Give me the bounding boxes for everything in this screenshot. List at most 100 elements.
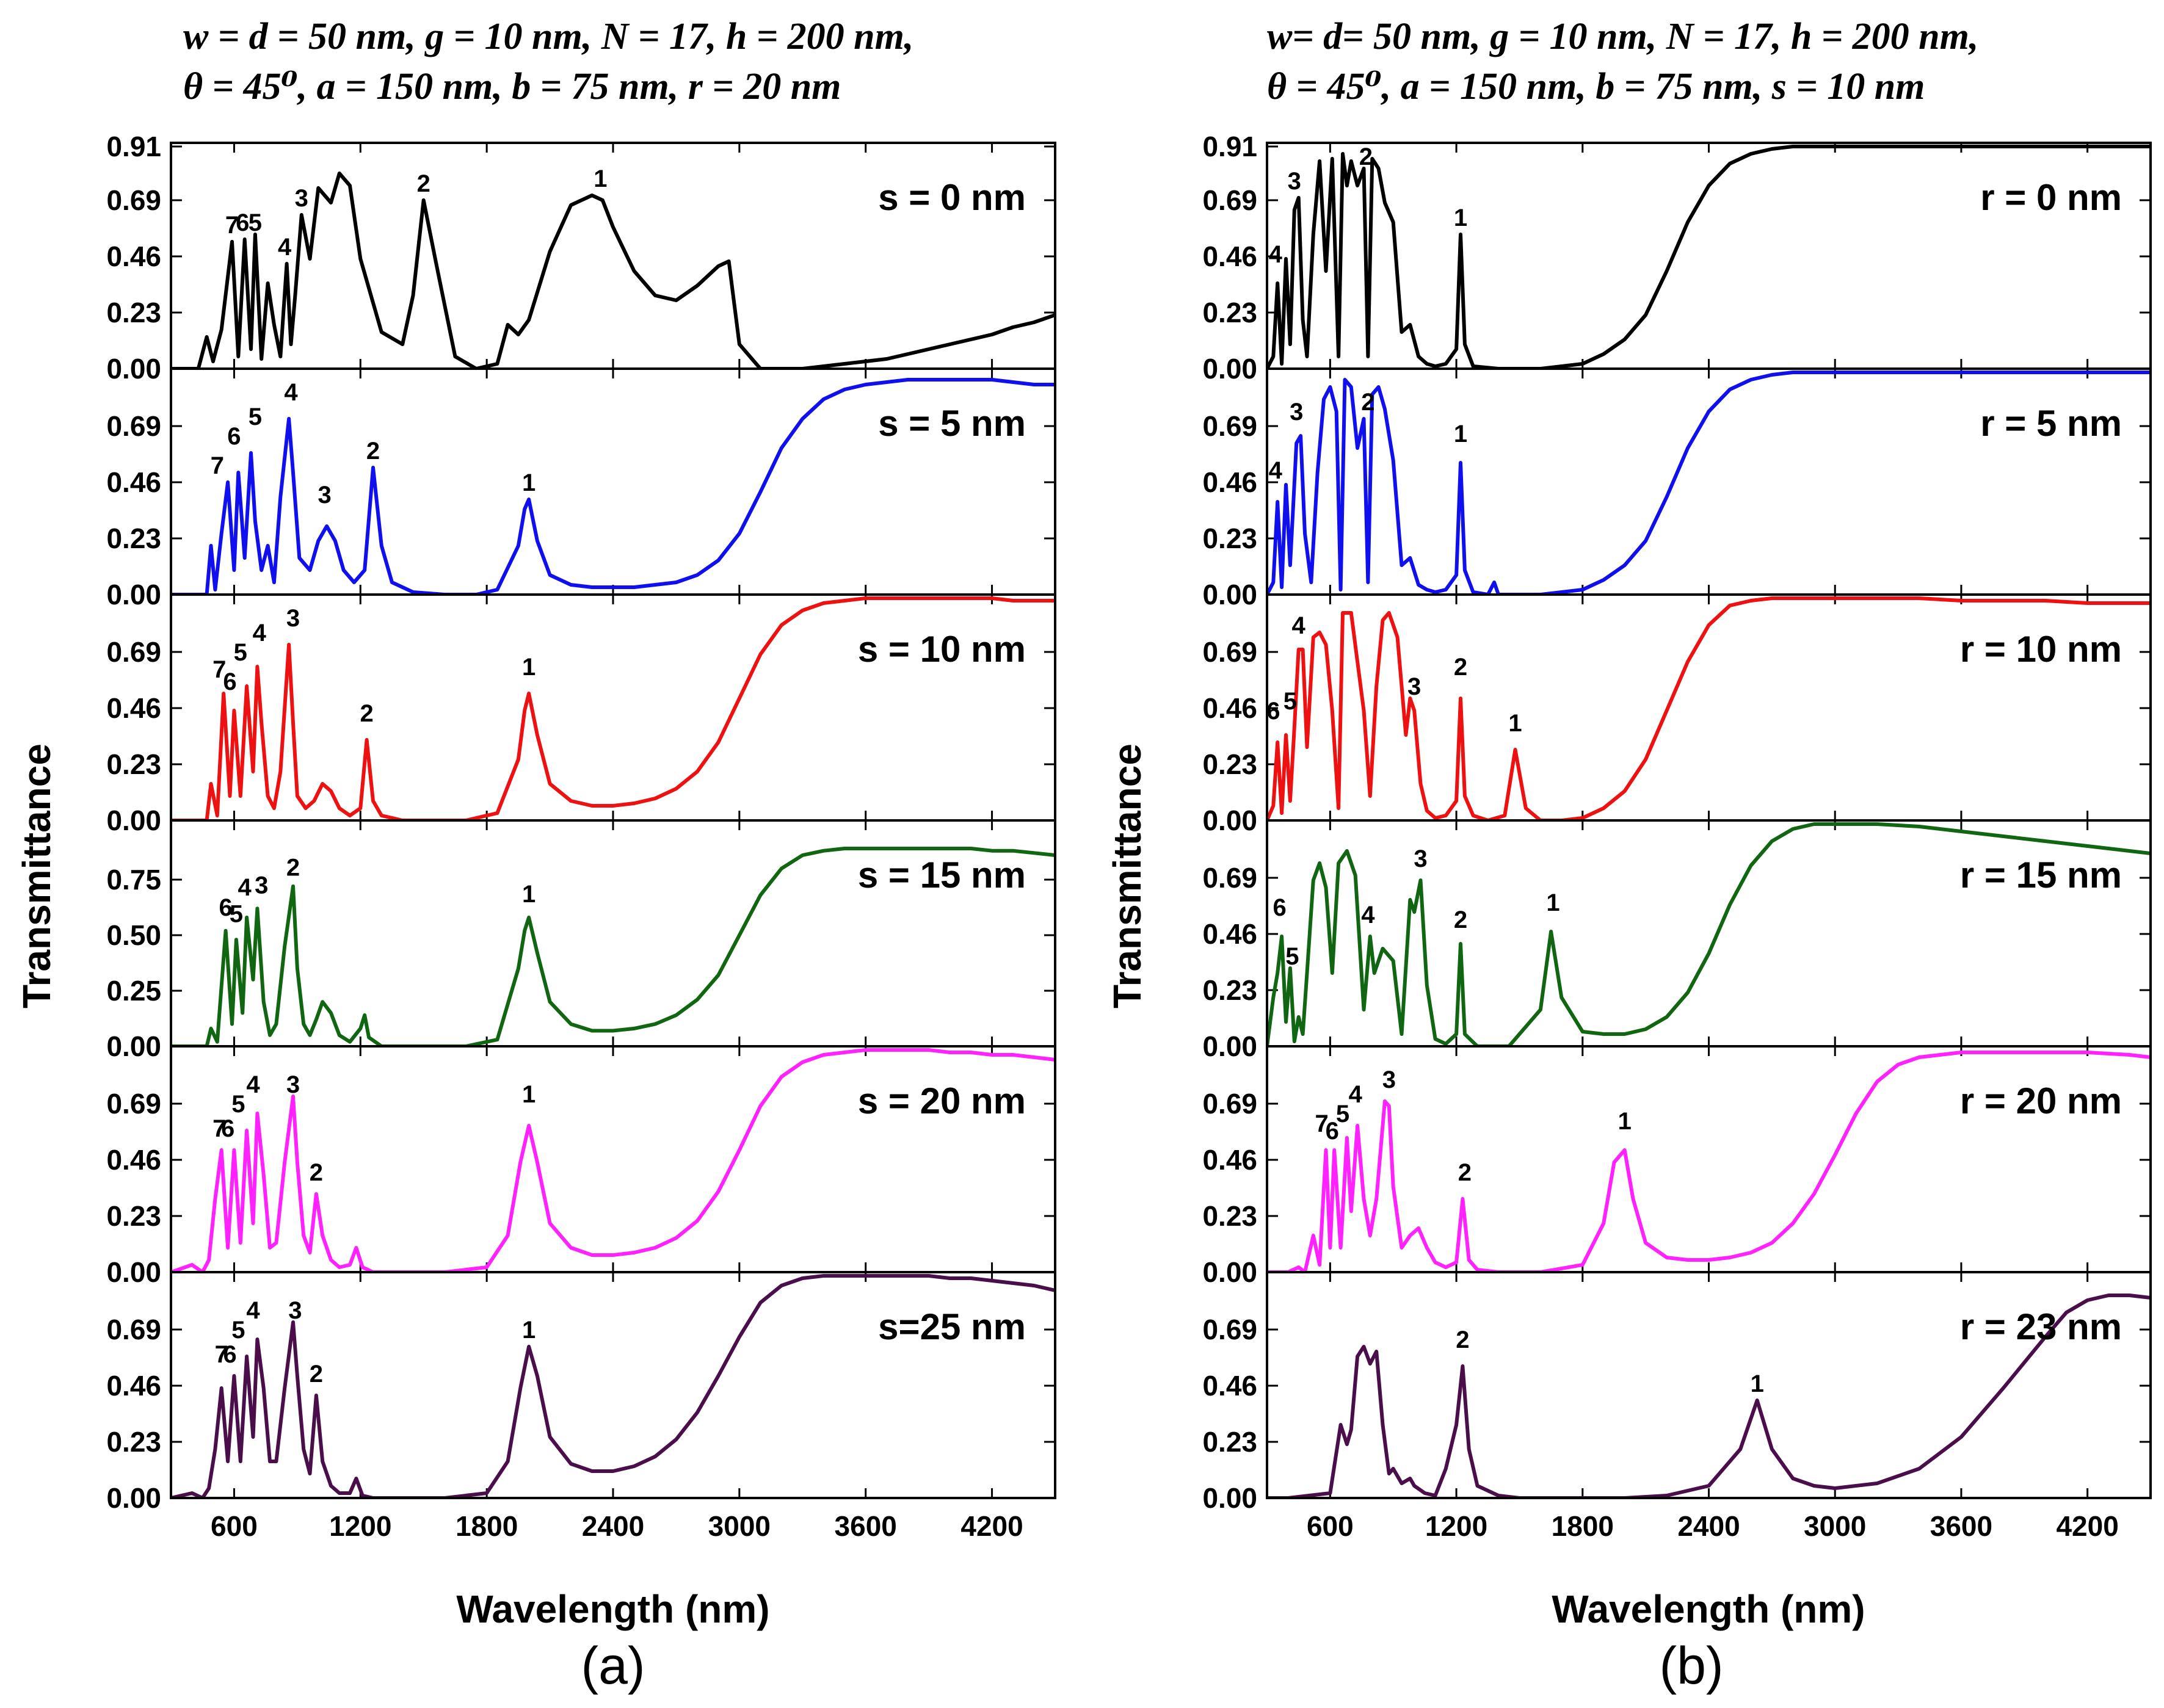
panel-b: w= d= 50 nm, g = 10 nm, N = 17, h = 200 … (1105, 16, 2152, 1695)
y-tick-label: 0.00 (1202, 1030, 1257, 1062)
peak-label: 6 (223, 668, 236, 695)
subplot: 0.00 0.23 0.46 0.69 6 5 4 3 2 1 r = 15 nm (1202, 819, 2152, 1062)
peak-label: 1 (522, 654, 536, 681)
peak-label: 2 (286, 854, 300, 881)
peak-label: 5 (231, 1091, 245, 1118)
y-tick-label: 0.69 (1202, 862, 1257, 894)
x-tick-label: 3000 (708, 1510, 771, 1542)
y-tick-label: 0.46 (106, 241, 161, 272)
series-line (1267, 371, 2151, 595)
y-tick-label: 0.46 (106, 1144, 161, 1176)
peak-label: 2 (1458, 1159, 1472, 1186)
series-line (1267, 145, 2151, 369)
y-tick-label: 0.00 (1202, 579, 1257, 610)
y-tick-label: 0.23 (106, 523, 161, 554)
x-axis-label: Wavelength (nm) (456, 1587, 769, 1631)
peak-label: 7 (225, 212, 239, 239)
peak-label: 4 (1349, 1081, 1363, 1108)
subplot-label: s = 10 nm (858, 629, 1026, 670)
series-line (171, 847, 1055, 1046)
subplot-label: r = 20 nm (1960, 1080, 2122, 1121)
y-tick-label: 0.69 (1202, 1314, 1257, 1345)
y-tick-label: 0.69 (106, 1088, 161, 1120)
peak-label: 3 (1288, 168, 1301, 195)
peak-label: 3 (288, 1297, 302, 1324)
peak-label: 6 (221, 1115, 234, 1142)
y-tick-label: 0.23 (106, 1200, 161, 1232)
x-tick-label: 4200 (960, 1510, 1023, 1542)
y-tick-label: 0.69 (106, 1314, 161, 1345)
x-tick-label: 2400 (1677, 1510, 1740, 1542)
panel-header-line: θ = 45⁰, a = 150 nm, b = 75 nm, s = 10 n… (1267, 66, 1925, 107)
peak-label: 1 (522, 881, 536, 908)
peak-label: 5 (234, 639, 247, 666)
subplot-frame (170, 1271, 1056, 1499)
peak-label: 6 (227, 423, 241, 450)
y-tick-label: 0.00 (1202, 1256, 1257, 1288)
subplot: 0.00 0.23 0.46 0.69 2 1 r = 23 nm (1202, 1271, 2152, 1514)
peak-label: 3 (1414, 845, 1427, 872)
y-tick-label: 0.23 (1202, 974, 1257, 1006)
subplot-label: s=25 nm (878, 1306, 1026, 1347)
subplot-frame (1266, 1271, 2152, 1499)
peak-label: 1 (1546, 889, 1559, 916)
y-tick-label: 0.46 (106, 1370, 161, 1402)
peak-label: 4 (1269, 241, 1283, 268)
peak-label: 1 (522, 1081, 536, 1108)
peak-label: 4 (246, 1071, 260, 1098)
peak-label: 7 (211, 452, 224, 479)
peak-label: 4 (1361, 902, 1375, 928)
series-line (171, 172, 1055, 369)
y-tick-label: 0.23 (1202, 523, 1257, 554)
peak-label: 7 (1315, 1110, 1328, 1137)
panel-label: (a) (581, 1637, 645, 1695)
peak-label: 3 (1407, 673, 1421, 700)
peak-label: 1 (1454, 204, 1467, 231)
y-tick-label: 0.69 (106, 184, 161, 216)
peak-label: 5 (231, 1317, 245, 1344)
peak-label: 5 (249, 403, 262, 430)
peak-label: 2 (417, 170, 430, 197)
y-tick-label: 0.46 (1202, 241, 1257, 272)
peak-label: 2 (310, 1159, 323, 1186)
panel-header-line: w = d = 50 nm, g = 10 nm, N = 17, h = 20… (183, 16, 913, 57)
y-axis-label: Transmittance (1105, 744, 1149, 1008)
y-tick-label: 0.00 (106, 1256, 161, 1288)
peak-label: 4 (238, 874, 252, 901)
subplot-label: s = 5 nm (878, 403, 1026, 444)
y-axis-label: Transmittance (15, 744, 59, 1008)
x-tick-label: 3600 (835, 1510, 897, 1542)
y-tick-label: 0.46 (1202, 1370, 1257, 1402)
series-line (1267, 822, 2151, 1046)
y-tick-label: 0.23 (1202, 297, 1257, 328)
y-tick-label: 0.00 (106, 579, 161, 610)
peak-label: 2 (366, 438, 380, 465)
peak-label: 4 (284, 379, 298, 406)
peak-label: 3 (286, 605, 300, 632)
subplot-label: s = 15 nm (858, 855, 1026, 896)
subplot-label: r = 0 nm (1980, 177, 2122, 218)
subplot: 0.00 0.23 0.46 0.69 0.91 4 3 2 1 r = 0 nm (1202, 131, 2152, 385)
y-tick-label: 0.69 (1202, 636, 1257, 668)
peak-label: 5 (230, 901, 243, 928)
peak-label: 4 (1269, 457, 1283, 484)
x-tick-label: 1200 (329, 1510, 391, 1542)
y-tick-label: 0.23 (1202, 748, 1257, 780)
peak-label: 1 (1751, 1370, 1764, 1397)
subplot-label: s = 0 nm (878, 177, 1026, 218)
peak-label: 3 (318, 482, 332, 508)
y-tick-label: 0.23 (106, 1426, 161, 1458)
y-tick-label: 0.00 (106, 1030, 161, 1062)
peak-label: 7 (212, 656, 226, 683)
x-tick-label: 1800 (456, 1510, 518, 1542)
y-tick-label: 0.91 (1202, 131, 1257, 162)
peak-label: 4 (1292, 612, 1306, 639)
subplot-label: r = 15 nm (1960, 855, 2122, 896)
peak-label: 5 (1285, 943, 1299, 970)
peak-label: 3 (286, 1071, 300, 1098)
x-tick-label: 3600 (1930, 1510, 1992, 1542)
y-tick-label: 0.00 (1202, 1482, 1257, 1514)
